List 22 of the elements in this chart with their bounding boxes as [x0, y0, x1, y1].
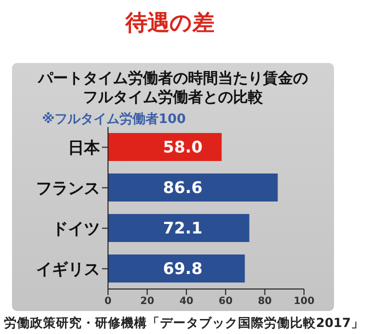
y-tick-label: 日本	[68, 138, 101, 157]
y-tick-label: フランス	[36, 178, 100, 198]
x-tick-label: 80	[258, 296, 272, 308]
y-tick-label: イギリス	[36, 259, 100, 278]
x-tick-label: 60	[218, 296, 233, 308]
data-label: 86.6	[163, 178, 202, 198]
bar	[108, 133, 222, 161]
data-label: 72.1	[163, 218, 202, 238]
chart-title: 待遇の差	[124, 10, 216, 38]
x-tick-label: 40	[179, 296, 194, 308]
text: 労働政策研究・研修機構「データブック国際労働比較2017」	[4, 315, 364, 332]
annotation: ※フルタイム労働者100	[42, 111, 187, 128]
x-tick-label: 100	[294, 296, 314, 308]
data-label: 69.8	[163, 259, 202, 278]
bar	[108, 254, 245, 282]
x-tick-label: 0	[104, 296, 112, 308]
chart-subtitle: パートタイム労働者の時間当たり賃金のフルタイム労働者との比較	[36, 69, 309, 107]
y-tick-label: ドイツ	[52, 218, 100, 238]
x-tick-label: 20	[140, 296, 154, 308]
data-label: 58.0	[163, 138, 202, 157]
bar	[108, 214, 250, 242]
bar	[108, 174, 278, 202]
